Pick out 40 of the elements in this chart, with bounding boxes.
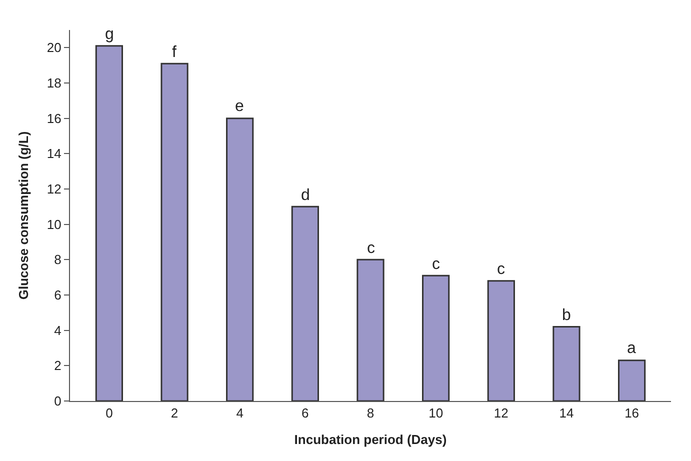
annotation: c bbox=[497, 261, 505, 278]
y-tick-label: 10 bbox=[46, 216, 62, 232]
bar bbox=[160, 62, 188, 401]
x-tick-label: 2 bbox=[170, 406, 178, 421]
y-tick-label: 2 bbox=[54, 358, 62, 374]
bar bbox=[487, 280, 515, 401]
bar bbox=[291, 206, 319, 401]
annotation: e bbox=[235, 98, 244, 115]
x-tick-label: 16 bbox=[624, 406, 640, 421]
bar bbox=[226, 118, 254, 401]
y-axis-title: Glucose consumption (g/L) bbox=[16, 131, 31, 300]
y-tick-label: 8 bbox=[54, 252, 62, 268]
y-tick-label: 12 bbox=[46, 182, 62, 197]
annotation: f bbox=[172, 44, 177, 61]
x-tick-label: 14 bbox=[559, 406, 574, 421]
x-tick-label: 8 bbox=[366, 406, 374, 421]
y-tick-label: 20 bbox=[46, 40, 62, 56]
y-tick-label: 18 bbox=[46, 76, 62, 91]
x-tick-label: 0 bbox=[106, 406, 113, 421]
x-tick-label: 12 bbox=[494, 406, 508, 421]
x-axis-title: Incubation period (Days) bbox=[294, 432, 447, 448]
annotation: b bbox=[562, 307, 571, 324]
y-tick-label: 16 bbox=[46, 110, 62, 126]
y-tick-label: 14 bbox=[46, 146, 62, 162]
bar bbox=[422, 274, 450, 401]
x-tick-label: 4 bbox=[236, 406, 244, 421]
y-tick-label: 6 bbox=[54, 288, 62, 303]
bar bbox=[618, 360, 646, 401]
annotation: c bbox=[432, 256, 440, 273]
x-tick-label: 10 bbox=[428, 406, 444, 421]
annotation: d bbox=[301, 187, 310, 204]
annotation: g bbox=[105, 26, 114, 43]
x-tick-label: 6 bbox=[302, 406, 309, 421]
bar bbox=[552, 326, 580, 401]
bar bbox=[95, 45, 124, 401]
y-tick-label: 4 bbox=[54, 322, 62, 338]
annotation: c bbox=[367, 240, 375, 257]
y-tick-label: 0 bbox=[54, 394, 62, 409]
bar bbox=[356, 258, 384, 401]
annotation: a bbox=[627, 340, 636, 357]
